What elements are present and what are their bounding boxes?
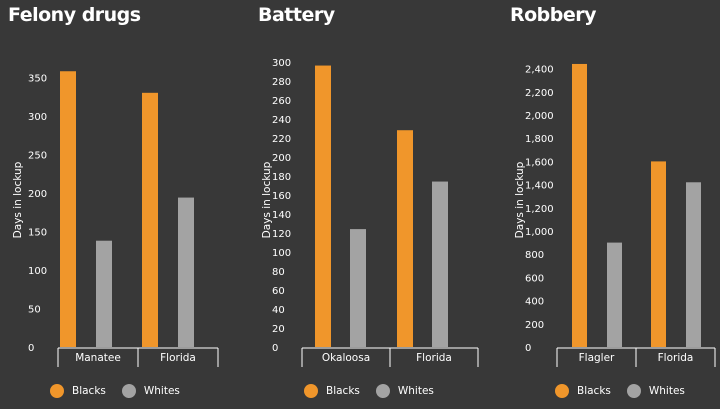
bar-whites (178, 197, 194, 347)
bar-blacks (572, 63, 587, 348)
bar-blacks (60, 71, 76, 348)
y-tick-label: 800 (525, 250, 544, 261)
legend-dot-icon (555, 384, 569, 398)
y-axis-title: Days in lockup (514, 161, 526, 238)
chart-title: Felony drugs (8, 4, 141, 26)
y-tick-label: 200 (272, 153, 291, 164)
y-tick-label: 1,000 (525, 227, 554, 238)
y-tick-label: 350 (28, 73, 47, 84)
y-tick-label: 300 (28, 112, 47, 123)
y-tick-label: 60 (272, 286, 285, 297)
y-tick-label: 0 (28, 343, 34, 354)
legend-label: Blacks (577, 385, 611, 397)
legend-item-blacks: Blacks (304, 384, 360, 398)
bar-blacks (315, 65, 331, 348)
y-tick-label: 300 (272, 58, 291, 69)
y-tick-label: 80 (272, 267, 285, 278)
y-axis-title: Days in lockup (261, 161, 273, 238)
legend-label: Whites (397, 385, 434, 397)
y-tick-label: 180 (272, 172, 291, 183)
y-tick-label: 2,000 (525, 111, 554, 122)
x-category-label: Florida (658, 352, 694, 364)
legend-item-blacks: Blacks (555, 384, 611, 398)
y-tick-label: 1,200 (525, 204, 554, 215)
legend-item-whites: Whites (626, 384, 685, 398)
y-tick-label: 100 (28, 266, 47, 277)
chart-panel-felony-drugs: Felony drugs Days in lockup 0 50 100 150 200 2… (8, 0, 223, 409)
y-tick-label: 2,400 (525, 65, 554, 76)
y-tick-label: 250 (28, 150, 47, 161)
legend-dot-icon (50, 384, 64, 398)
legend-label: Blacks (326, 385, 360, 397)
x-category-label: Okaloosa (322, 352, 370, 364)
legend-label: Whites (143, 385, 180, 397)
bar-whites (350, 229, 366, 347)
legend-item-whites: Whites (121, 384, 180, 398)
x-category-label: Manatee (75, 352, 121, 364)
legend-label: Blacks (72, 385, 106, 397)
bar-chart-felony-drugs: Days in lockup 0 50 100 150 200 250 300 350 Manat… (12, 71, 219, 367)
bar-chart-battery: Days in lockup 0 20 40 60 80 100 120 140 160 180 20… (261, 58, 479, 367)
legend-dot-icon (375, 384, 390, 398)
bar-whites (432, 181, 448, 347)
y-tick-label: 120 (272, 229, 291, 240)
legend-item-whites: Whites (375, 384, 434, 398)
y-tick-label: 220 (272, 134, 291, 145)
y-tick-label: 20 (272, 324, 285, 335)
legend: Blacks Whites (50, 384, 196, 398)
bar-chart-robbery: Days in lockup 0 200 400 600 800 1,000 1,200 1,4… (514, 63, 716, 367)
y-tick-label: 260 (272, 96, 291, 107)
y-tick-label: 280 (272, 77, 291, 88)
y-tick-label: 600 (525, 273, 544, 284)
legend-dot-icon (626, 384, 641, 398)
y-tick-label: 200 (525, 320, 544, 331)
bar-whites (607, 242, 622, 347)
x-category-label: Florida (160, 352, 196, 364)
y-tick-label: 400 (525, 297, 544, 308)
chart-panel-battery: Battery Days in lockup 0 20 40 60 80 100 120 140… (258, 0, 479, 409)
y-tick-label: 50 (28, 304, 41, 315)
bar-whites (686, 182, 701, 347)
chart-title: Battery (258, 4, 335, 26)
y-tick-label: 140 (272, 210, 291, 221)
x-category-label: Flagler (579, 352, 615, 364)
chart-title: Robbery (510, 4, 597, 26)
x-category-label: Florida (416, 352, 452, 364)
y-tick-label: 0 (272, 343, 278, 354)
bar-blacks (397, 130, 413, 347)
y-axis-title: Days in lockup (12, 161, 24, 238)
legend: Blacks Whites (555, 384, 701, 398)
bar-blacks (651, 161, 666, 347)
y-tick-label: 1,800 (525, 134, 554, 145)
legend-item-blacks: Blacks (50, 384, 106, 398)
bar-blacks (142, 92, 158, 347)
legend-dot-icon (121, 384, 136, 398)
y-tick-label: 160 (272, 191, 291, 202)
y-tick-label: 150 (28, 227, 47, 238)
y-tick-label: 1,400 (525, 181, 554, 192)
y-tick-label: 0 (525, 343, 531, 354)
chart-panel-robbery: Robbery Days in lockup 0 200 400 600 800 1,000… (510, 0, 720, 409)
y-tick-label: 100 (272, 248, 291, 259)
y-tick-label: 40 (272, 305, 285, 316)
legend: Blacks Whites (304, 384, 450, 398)
legend-dot-icon (304, 384, 318, 398)
legend-label: Whites (648, 385, 685, 397)
y-tick-label: 240 (272, 115, 291, 126)
y-tick-label: 200 (28, 189, 47, 200)
y-tick-label: 1,600 (525, 157, 554, 168)
y-tick-label: 2,200 (525, 88, 554, 99)
bar-whites (96, 240, 112, 347)
